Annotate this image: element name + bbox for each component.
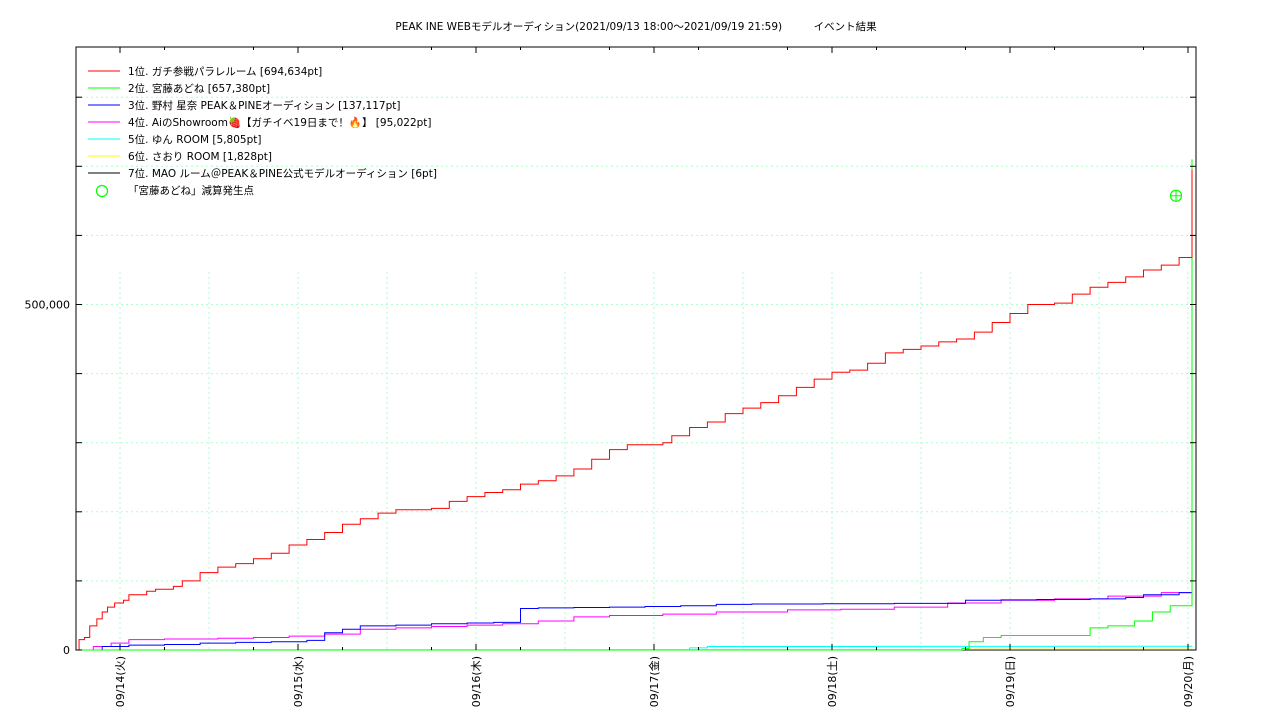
legend-label: 6位. さおり ROOM [1,828pt] — [128, 150, 272, 163]
marker-layer — [1169, 189, 1183, 202]
series-line — [76, 584, 1193, 651]
series-lines — [76, 159, 1193, 651]
x-tick-label: 09/19(日) — [1004, 656, 1017, 707]
x-tick-label: 09/17(金) — [647, 656, 661, 707]
y-tick-label: 0 — [63, 644, 70, 657]
x-axis-ticks: 09/14(火) 09/15(水) 09/16(木) 09/17(金) 09/18(土)… — [114, 47, 1195, 707]
legend-label: 「宮藤あどね」減算発生点 — [128, 184, 254, 197]
legend: 1位. ガチ参戦パラレルーム [694,634pt] 2位. 宮藤あどね [657… — [88, 65, 437, 198]
x-tick-label: 09/18(土) — [826, 656, 839, 707]
series-line — [76, 170, 1193, 651]
x-tick-label: 09/16(木) — [470, 656, 483, 707]
legend-label: 3位. 野村 星奈 PEAK＆PINEオーディション [137,117pt] — [128, 99, 400, 112]
series-line — [76, 555, 1193, 651]
legend-label: 5位. ゆん ROOM [5,805pt] — [128, 133, 261, 146]
legend-label: 2位. 宮藤あどね [657,380pt] — [128, 82, 270, 95]
x-tick-label: 09/15(水) — [292, 656, 305, 707]
x-tick-label: 09/20(月) — [1182, 656, 1195, 707]
y-tick-label: 500,000 — [25, 299, 71, 312]
y-axis-ticks: 0 500,000 — [25, 96, 1196, 657]
legend-label: 7位. MAO ルーム＠PEAK＆PINE公式モデルオーディション [6pt] — [128, 167, 437, 180]
chart-title: PEAK INE WEBモデルオーディション(2021/09/13 18:00〜… — [395, 20, 877, 33]
legend-marker-swatch — [95, 184, 109, 198]
series-line — [76, 159, 1193, 651]
x-tick-label: 09/14(火) — [114, 656, 127, 707]
legend-label: 1位. ガチ参戦パラレルーム [694,634pt] — [128, 65, 322, 78]
grid-lines — [76, 96, 1196, 650]
legend-label: 4位. AiのShowroom🍓【ガチイベ19日まで！🔥】 [95,022pt] — [128, 116, 432, 129]
